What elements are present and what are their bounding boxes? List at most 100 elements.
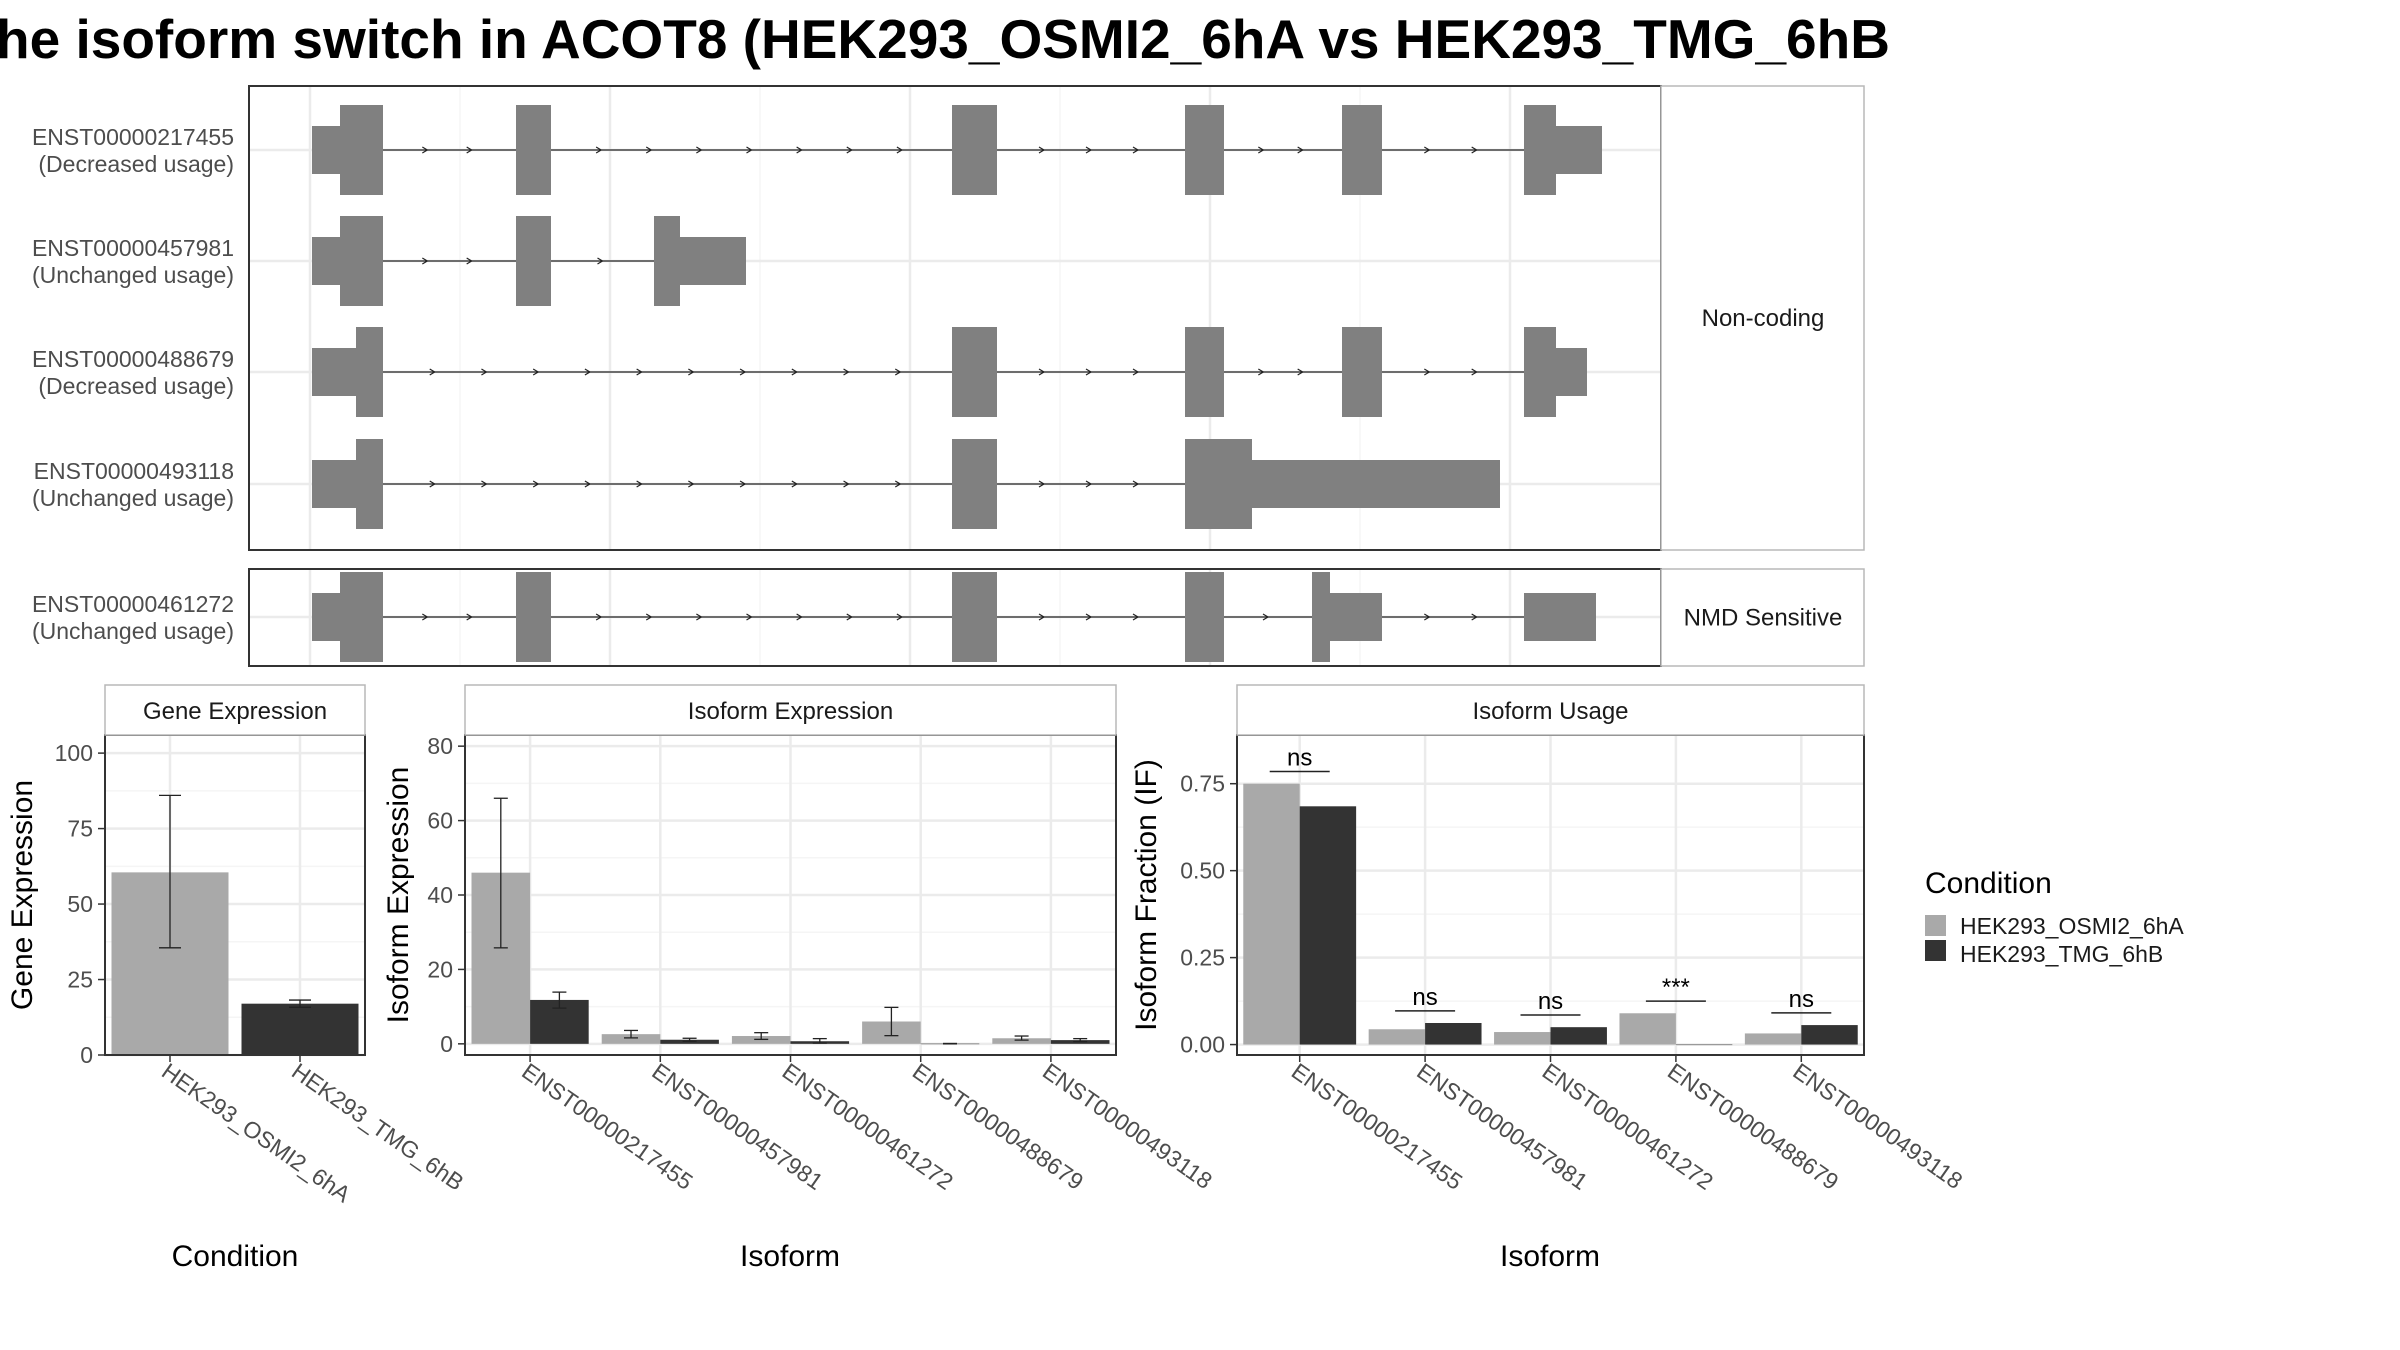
exon-block	[1185, 439, 1252, 529]
intron-arrow	[1471, 368, 1478, 376]
intron-arrow	[846, 613, 853, 621]
intron-arrow	[481, 480, 488, 488]
exon-block	[1342, 327, 1382, 417]
intron-arrow	[1132, 146, 1140, 154]
exon-block	[516, 572, 551, 662]
bar	[241, 1003, 359, 1055]
intron-arrow	[843, 480, 850, 488]
intron-arrow	[532, 480, 540, 488]
exon-block	[952, 439, 997, 529]
transcript-usage-label: (Unchanged usage)	[32, 485, 234, 511]
legend-label-cond-a: HEK293_OSMI2_6hA	[1960, 913, 2184, 939]
intron-arrow	[1085, 368, 1093, 376]
intron-arrow	[1424, 368, 1431, 376]
significance-label: ns	[1538, 988, 1563, 1015]
intron-arrow	[584, 480, 592, 488]
exon-block	[1185, 105, 1224, 195]
intron-arrow	[791, 480, 798, 488]
y-tick-label: 0	[80, 1042, 93, 1068]
intron-arrow	[645, 146, 653, 154]
transcript-id-label: ENST00000457981	[32, 235, 234, 261]
exon-block	[340, 572, 383, 662]
intron-arrow	[843, 368, 850, 376]
exon-block	[516, 105, 551, 195]
bar	[601, 1034, 661, 1044]
x-axis-title: Condition	[172, 1240, 299, 1273]
facet-strip	[1660, 85, 1865, 551]
exon-block	[516, 216, 551, 306]
bar	[1299, 806, 1357, 1045]
intron-arrow	[1297, 146, 1304, 154]
exon-block	[1524, 105, 1556, 195]
bar	[1243, 783, 1300, 1045]
exon-block	[356, 327, 383, 417]
intron-arrow	[597, 257, 604, 265]
intron-arrow	[429, 480, 436, 488]
panel-strip	[1236, 684, 1865, 736]
transcript-usage-label: (Unchanged usage)	[32, 262, 234, 288]
facet-strip-label: NMD Sensitive	[1684, 605, 1843, 632]
intron-arrow	[645, 613, 653, 621]
intron-arrow	[1132, 613, 1140, 621]
significance-label: ns	[1287, 745, 1312, 772]
intron-arrow	[688, 368, 695, 376]
intron-arrow	[739, 368, 747, 376]
exon-block	[312, 460, 356, 508]
exon-block	[1185, 327, 1224, 417]
y-axis-title: Isoform Fraction (IF)	[1130, 759, 1163, 1031]
exon-block	[340, 216, 383, 306]
isoform-expression-panel: 020406080ENST00000217455ENST00000457981E…	[382, 684, 1217, 1273]
exon-block	[1185, 572, 1224, 662]
legend: Condition HEK293_OSMI2_6hA HEK293_TMG_6h…	[1925, 867, 2184, 967]
legend-label-cond-b: HEK293_TMG_6hB	[1960, 941, 2163, 967]
intron-arrow	[1132, 368, 1140, 376]
legend-key-cond-b	[1925, 940, 1946, 961]
figure-title: he isoform switch in ACOT8 (HEK293_OSMI2…	[0, 8, 1890, 70]
intron-arrow	[1471, 613, 1478, 621]
bar	[1494, 1032, 1551, 1045]
y-tick-label: 75	[67, 816, 93, 842]
intron-arrow	[796, 146, 803, 154]
exon-block	[312, 237, 340, 285]
exon-block	[1556, 348, 1587, 396]
transcript-id-label: ENST00000488679	[32, 346, 234, 372]
y-tick-label: 0	[440, 1031, 453, 1057]
x-axis-title: Isoform	[1500, 1240, 1600, 1273]
panel-strip	[464, 684, 1117, 736]
y-tick-label: 60	[427, 808, 453, 834]
intron-arrow	[746, 613, 753, 621]
exon-block	[1524, 593, 1596, 641]
exon-block	[1252, 460, 1500, 508]
intron-arrow	[1038, 480, 1046, 488]
intron-arrow	[466, 146, 473, 154]
intron-arrow	[1258, 368, 1265, 376]
exon-block	[1556, 126, 1602, 174]
intron-arrow	[636, 480, 643, 488]
intron-arrow	[1038, 613, 1046, 621]
exon-block	[1524, 327, 1556, 417]
intron-arrow	[894, 368, 902, 376]
intron-arrow	[1297, 368, 1304, 376]
y-tick-label: 100	[55, 740, 93, 766]
legend-key-cond-a	[1925, 915, 1946, 936]
panel-title: Gene Expression	[143, 698, 327, 725]
intron-arrow	[1258, 146, 1265, 154]
bar	[1744, 1033, 1802, 1045]
intron-arrow	[1085, 613, 1093, 621]
panel-strip	[104, 684, 366, 736]
intron-arrow	[739, 480, 747, 488]
bar	[992, 1038, 1051, 1044]
significance-label: ***	[1662, 974, 1690, 1001]
intron-arrow	[1132, 480, 1140, 488]
panel-title: Isoform Usage	[1472, 698, 1628, 725]
significance-label: ns	[1412, 984, 1437, 1011]
intron-arrow	[429, 368, 436, 376]
intron-arrow	[696, 146, 703, 154]
intron-arrow	[422, 257, 429, 265]
y-tick-label: 25	[67, 967, 93, 993]
exon-block	[680, 237, 746, 285]
intron-arrow	[1424, 146, 1431, 154]
bar	[1368, 1029, 1426, 1045]
